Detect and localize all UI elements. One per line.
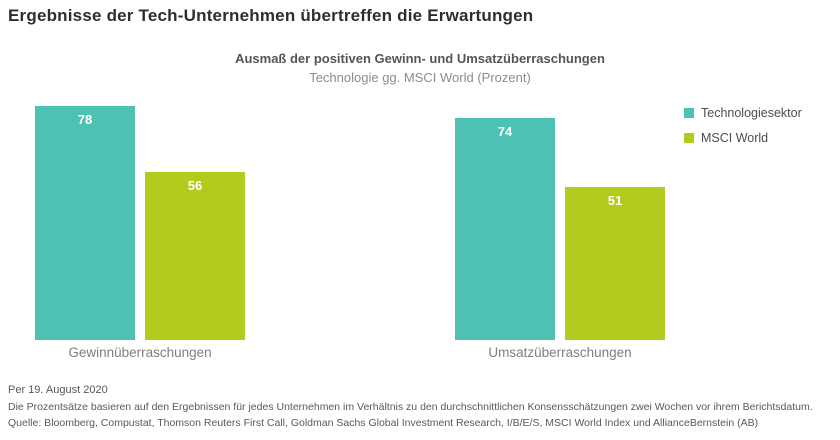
chart-legend: Technologiesektor MSCI World — [684, 106, 802, 156]
footnote-methodology: Die Prozentsätze basieren auf den Ergebn… — [8, 401, 813, 413]
bar-technologiesektor-umsatz: 74 — [455, 118, 555, 340]
footnote-date: Per 19. August 2020 — [8, 384, 108, 396]
legend-swatch-green-icon — [684, 133, 694, 143]
bar-value-label: 51 — [607, 193, 623, 208]
bar-msci-world-gewinn: 56 — [145, 172, 245, 340]
legend-label: Technologiesektor — [701, 106, 802, 120]
legend-swatch-teal-icon — [684, 108, 694, 118]
bar-technologiesektor-gewinn: 78 — [35, 106, 135, 340]
page-title: Ergebnisse der Tech-Unternehmen übertref… — [8, 6, 534, 25]
legend-item-msci-world: MSCI World — [684, 131, 802, 145]
bar-msci-world-umsatz: 51 — [565, 187, 665, 340]
legend-label: MSCI World — [701, 131, 769, 145]
bar-value-label: 74 — [497, 124, 513, 139]
category-label-gewinn: Gewinnüberraschungen — [68, 345, 212, 360]
chart-footnotes: Per 19. August 2020 Die Prozentsätze bas… — [8, 384, 813, 433]
category-label-umsatz: Umsatzüberraschungen — [488, 345, 632, 360]
chart-subtitle: Technologie gg. MSCI World (Prozent) — [309, 70, 531, 85]
bar-value-label: 56 — [187, 178, 203, 193]
legend-item-technologiesektor: Technologiesektor — [684, 106, 802, 120]
footnote-source: Quelle: Bloomberg, Compustat, Thomson Re… — [8, 417, 759, 429]
chart-title: Ausmaß der positiven Gewinn- und Umsatzü… — [235, 51, 605, 66]
bar-value-label: 78 — [77, 112, 93, 127]
